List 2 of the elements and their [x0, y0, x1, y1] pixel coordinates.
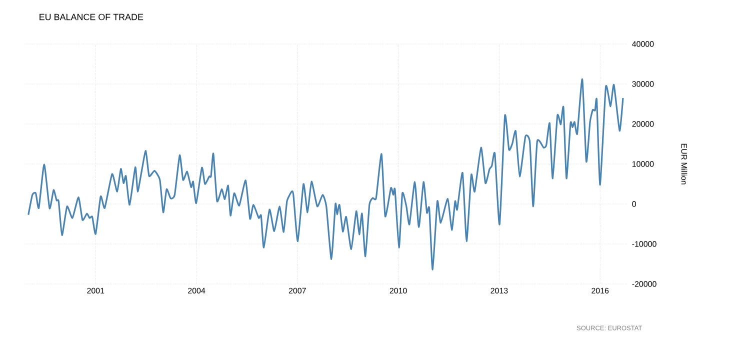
line-series — [28, 78, 624, 270]
chart-title: EU BALANCE OF TRADE — [40, 14, 144, 20]
